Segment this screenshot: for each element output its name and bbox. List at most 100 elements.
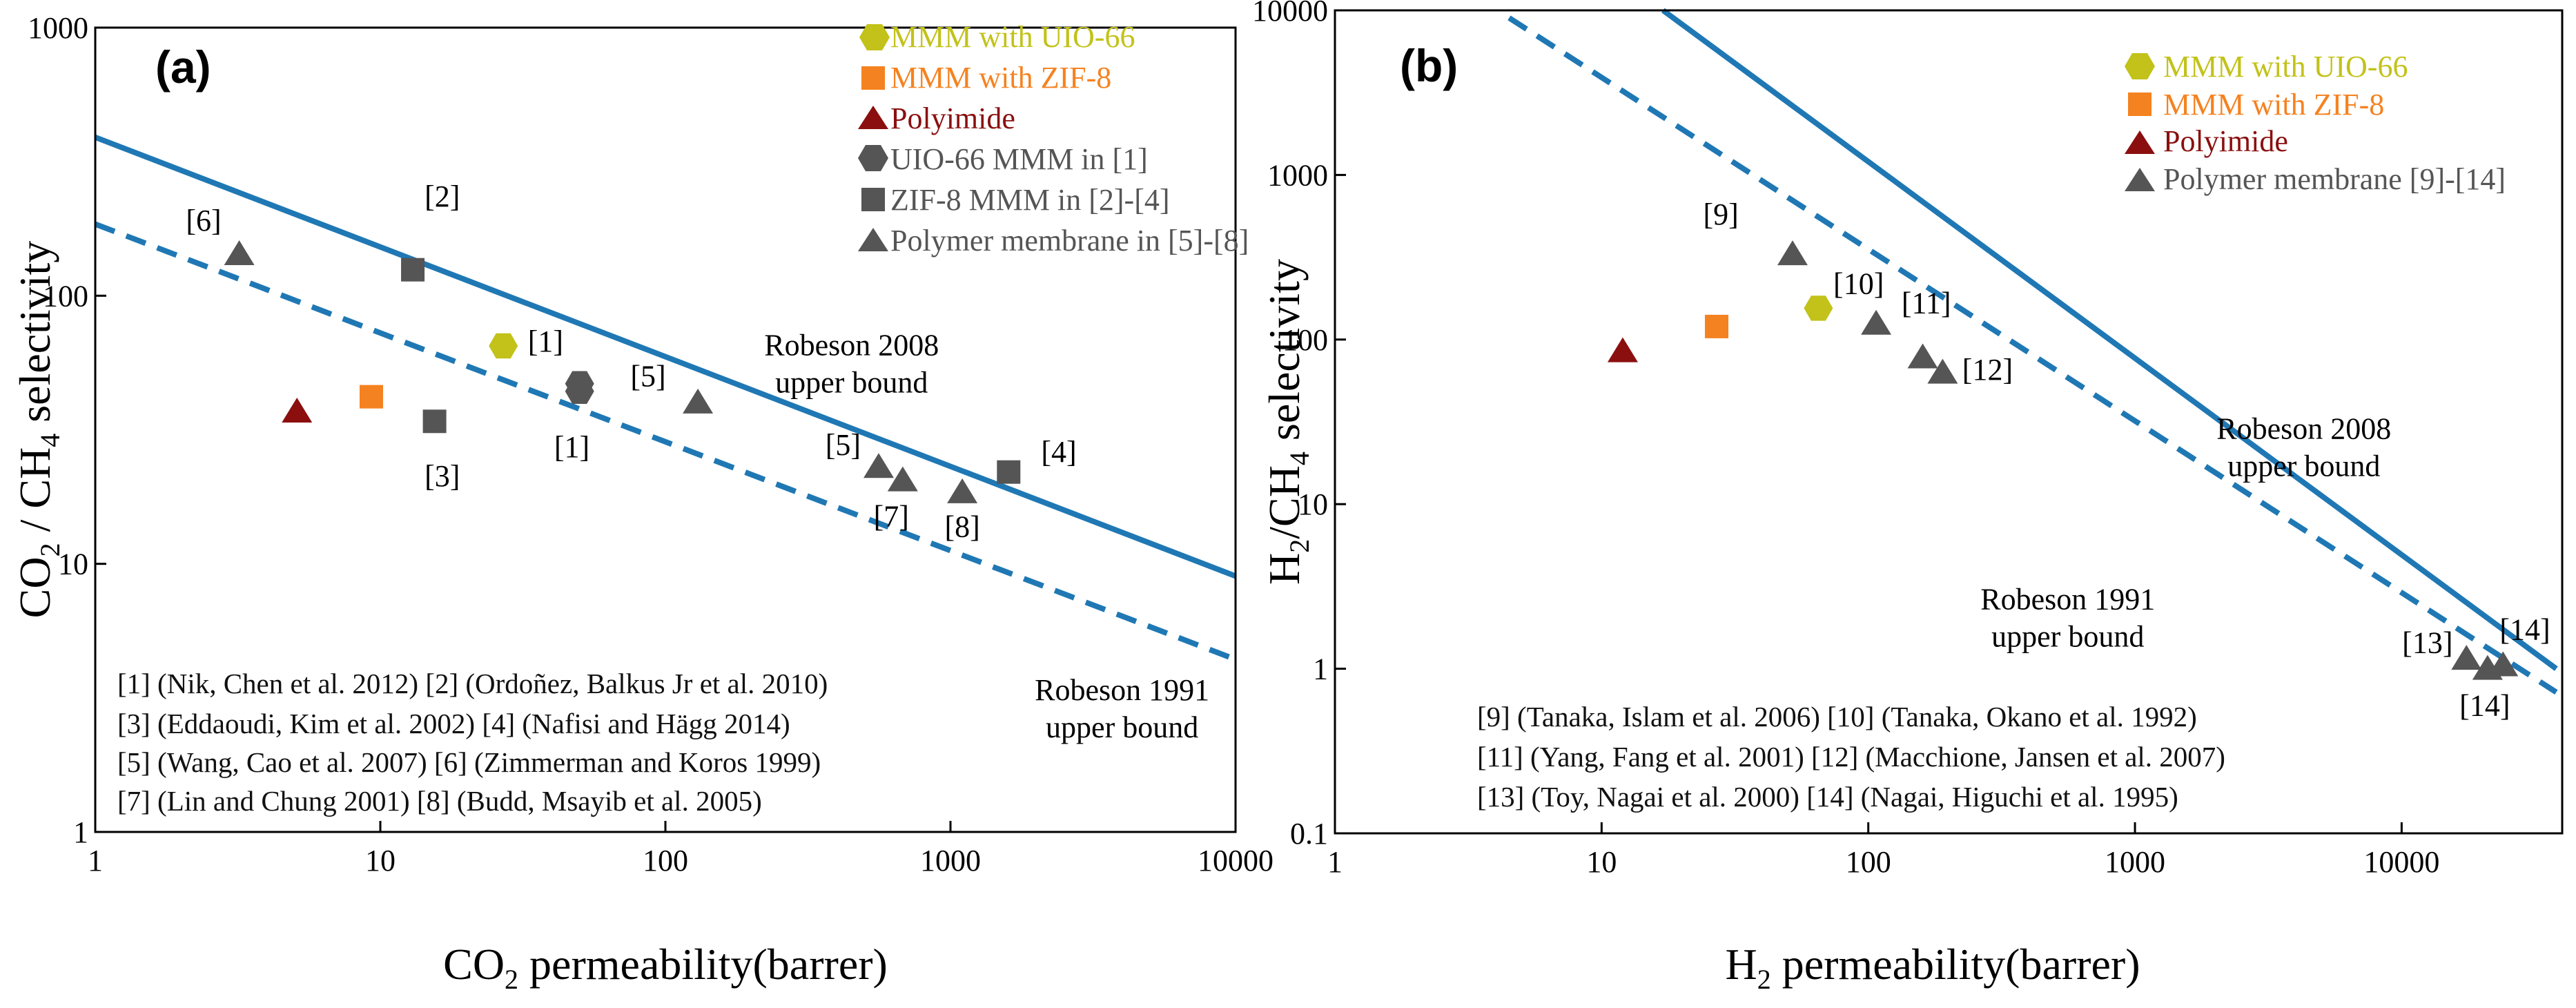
y-tick-label: 1000 xyxy=(1267,158,1328,192)
y-tick-label: 1000 xyxy=(28,11,88,45)
data-point-triangle xyxy=(863,453,895,478)
chart-b-legend: MMM with UIO-66 MMM with ZIF-8 Polyimide… xyxy=(2125,50,2506,196)
data-point-square xyxy=(422,409,447,434)
x-tick-label: 1 xyxy=(1327,845,1343,879)
point-label: [12] xyxy=(1962,353,2013,387)
point-label: [7] xyxy=(874,499,909,533)
chart-a-ticks: 1 10 100 1000 10000 1 10 100 1000 xyxy=(28,11,1274,878)
point-label: [3] xyxy=(425,459,460,493)
data-point-square xyxy=(401,258,425,282)
chart-a-points xyxy=(224,240,1021,503)
data-point-square xyxy=(359,385,383,409)
chart-a-bounds xyxy=(94,135,1237,662)
chart-b-legend-label: Polyimide xyxy=(2163,124,2288,158)
point-label: [13] xyxy=(2402,626,2452,659)
chart-a-legend-marker xyxy=(861,188,885,211)
chart-a-point-labels: [6] [2] [1] [5] [1] [3] [5] [7] [8] [4] xyxy=(186,180,1076,543)
chart-b-legend-label: MMM with UIO-66 xyxy=(2163,50,2408,84)
chart-a-legend-marker xyxy=(858,228,888,251)
point-label: [5] xyxy=(630,359,665,393)
y-tick-label: 100 xyxy=(43,279,88,313)
point-label: [1] xyxy=(528,324,563,358)
data-point-hexagon xyxy=(565,378,594,404)
bound-line-solid xyxy=(1661,8,2558,671)
point-label: [1] xyxy=(554,430,589,464)
chart-b-points xyxy=(1607,240,2519,680)
chart-b-legend-label: Polymer membrane [9]-[14] xyxy=(2163,162,2506,196)
chart-a-panel-label: (a) xyxy=(155,41,211,93)
chart-a-legend-entry: MMM with UIO-66 xyxy=(859,20,1135,54)
bound-line-solid xyxy=(94,135,1237,579)
chart-a-legend: MMM with UIO-66 MMM with ZIF-8 Polyimide… xyxy=(858,20,1249,258)
point-label: [6] xyxy=(186,204,221,238)
data-point-triangle xyxy=(683,388,714,414)
y-tick-label: 10000 xyxy=(1252,0,1328,28)
chart-b-panel-label: (b) xyxy=(1400,40,1458,91)
chart-b-legend-entry: MMM with UIO-66 xyxy=(2125,50,2408,84)
point-label: [14] xyxy=(2459,688,2510,722)
y-tick-label: 10 xyxy=(1298,487,1328,521)
y-tick-label: 1 xyxy=(1313,652,1328,686)
chart-a-reference: [3] (Eddaoudi, Kim et al. 2002) [4] (Naf… xyxy=(117,708,790,739)
bound-label: Robeson 2008 upper bound xyxy=(2216,411,2391,483)
data-point-triangle xyxy=(947,478,978,503)
chart-b-plot-frame xyxy=(1334,9,2564,835)
bound-label: Robeson 1991 upper bound xyxy=(1035,673,1209,744)
data-point-hexagon xyxy=(489,333,518,359)
chart-b-reference: [9] (Tanaka, Islam et al. 2006) [10] (Ta… xyxy=(1477,701,2197,733)
chart-a-y-axis-title: CO2 / CH4 selectivity xyxy=(10,241,66,619)
chart-a-legend-entry: ZIF-8 MMM in [2]-[4] xyxy=(861,183,1170,217)
chart-b-reference: [11] (Yang, Fang et al. 2001) [12] (Macc… xyxy=(1477,741,2225,773)
data-point-hexagon xyxy=(1804,295,1833,321)
bound-label: Robeson 2008 upper bound xyxy=(764,328,939,399)
point-label: [5] xyxy=(826,428,861,462)
x-tick-label: 1 xyxy=(88,844,103,878)
data-point-triangle xyxy=(282,398,313,423)
y-tick-label: 0.1 xyxy=(1290,817,1328,851)
x-tick-label: 1000 xyxy=(920,844,981,878)
chart-b-legend-entry: Polyimide xyxy=(2125,124,2288,158)
chart-b-y-axis-title: H2/CH4 selectivity xyxy=(1260,259,1315,585)
chart-a-legend-label: MMM with UIO-66 xyxy=(890,20,1135,54)
bound-label: Robeson 1991 upper bound xyxy=(1980,582,2155,653)
x-tick-label: 100 xyxy=(1846,845,1891,879)
bound-line-dashed xyxy=(1507,15,2558,695)
chart-b-legend-marker xyxy=(2125,53,2155,79)
chart-a-references: [1] (Nik, Chen et al. 2012) [2] (Ordoñez… xyxy=(117,668,828,817)
x-tick-label: 10 xyxy=(1586,845,1617,879)
data-point-triangle xyxy=(1777,240,1808,266)
chart-a-reference: [7] (Lin and Chung 2001) [8] (Budd, Msay… xyxy=(117,785,762,817)
data-point-triangle xyxy=(1907,343,1938,369)
data-point-triangle xyxy=(2451,645,2482,670)
point-label: [10] xyxy=(1833,266,1884,300)
chart-b-legend-entry: Polymer membrane [9]-[14] xyxy=(2125,162,2506,196)
data-point-square xyxy=(1705,314,1729,338)
chart-b-legend-entry: MMM with ZIF-8 xyxy=(2128,88,2384,122)
chart-b-legend-marker xyxy=(2125,130,2155,154)
chart-a-legend-marker xyxy=(858,106,888,129)
chart-a-bound-labels: Robeson 2008 upper bound Robeson 1991 upper… xyxy=(764,328,1209,744)
chart-a-legend-entry: UIO-66 MMM in [1] xyxy=(858,142,1148,176)
chart-b-reference: [13] (Toy, Nagai et al. 2000) [14] (Naga… xyxy=(1477,781,2178,813)
x-tick-label: 100 xyxy=(643,844,688,878)
bound-line-dashed xyxy=(94,221,1237,662)
chart-b-x-axis-title: H2 permeability(barrer) xyxy=(1725,940,2140,995)
x-tick-label: 1000 xyxy=(2105,845,2165,879)
chart-b-legend-marker xyxy=(2125,168,2155,191)
x-tick-label: 10000 xyxy=(1198,844,1274,878)
data-point-triangle xyxy=(224,240,255,266)
chart-a-legend-label: UIO-66 MMM in [1] xyxy=(890,142,1148,176)
x-tick-label: 10 xyxy=(365,844,396,878)
x-tick-label: 10000 xyxy=(2363,845,2439,879)
point-label: [9] xyxy=(1703,197,1738,231)
chart-b-point-labels: [9][10][11][12][13] [14][14] xyxy=(1703,197,2550,722)
chart-a-legend-label: ZIF-8 MMM in [2]-[4] xyxy=(890,183,1170,217)
chart-a-legend-entry: MMM with ZIF-8 xyxy=(861,61,1111,95)
chart-a-legend-label: Polymer membrane in [5]-[8] xyxy=(890,224,1249,258)
chart-a-legend-marker xyxy=(858,145,888,171)
chart-a-legend-marker xyxy=(859,24,890,50)
chart-b-legend-label: MMM with ZIF-8 xyxy=(2163,88,2384,122)
point-label: [4] xyxy=(1041,435,1076,469)
